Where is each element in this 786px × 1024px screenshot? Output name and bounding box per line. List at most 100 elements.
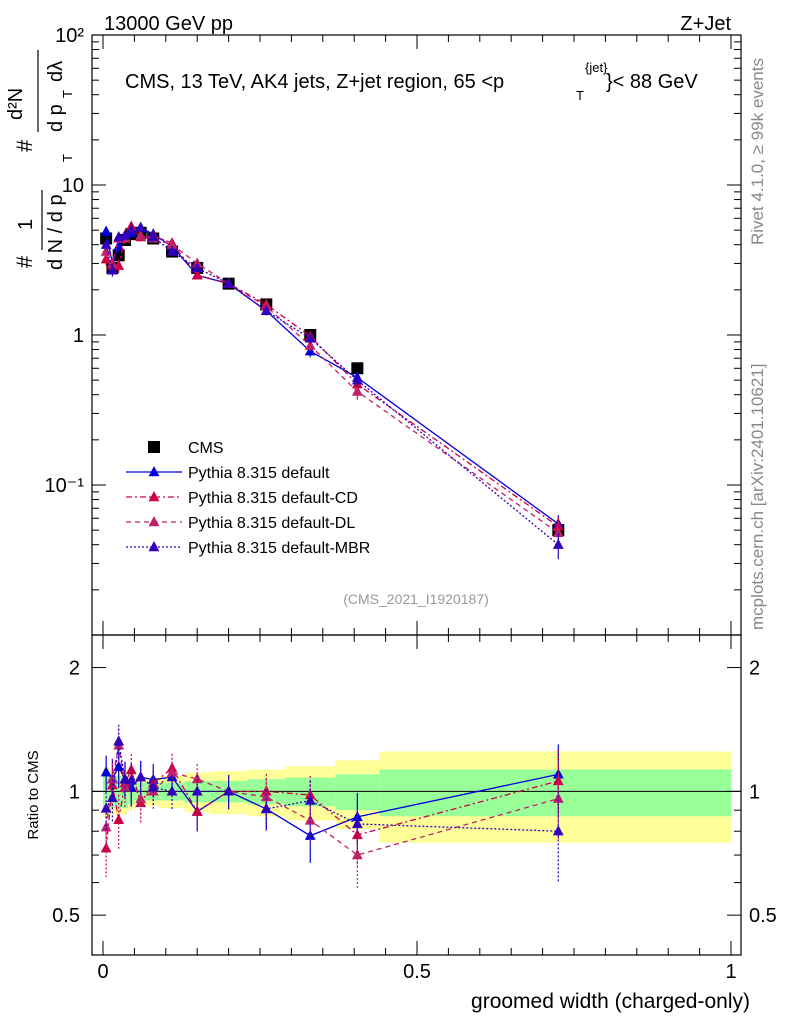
y-axis-label: # 1 d N / d p T # d²N d p T dλ — [5, 50, 75, 270]
svg-text:T: T — [60, 90, 75, 98]
series-marker — [191, 261, 203, 273]
series-marker — [304, 332, 316, 343]
legend-marker — [148, 491, 160, 502]
ratio-marker — [260, 802, 272, 814]
ratio-marker — [100, 802, 112, 813]
ratio-marker — [304, 814, 316, 825]
axis-ticks: 10⁻¹ 1 10 10² 0 0.5 1 0.5 0.5 1 1 2 2 — [45, 25, 777, 983]
svg-text:dλ: dλ — [45, 61, 67, 82]
series-marker — [100, 225, 112, 236]
ratio-marker — [113, 813, 125, 824]
legend-item-1: Pythia 8.315 default — [126, 465, 330, 482]
ratio-marker — [191, 805, 203, 816]
ratio-marker — [135, 771, 147, 782]
series-line — [105, 225, 559, 527]
ratio-marker — [107, 773, 118, 784]
series-marker — [304, 339, 316, 350]
series-marker — [191, 269, 203, 280]
ratio-marker — [223, 785, 234, 796]
ratio-marker — [304, 794, 316, 805]
title-subscript: T — [576, 88, 584, 103]
ratio-y-label: Ratio to CMS — [25, 750, 42, 839]
series-marker — [135, 229, 147, 240]
series-marker — [107, 257, 118, 268]
x-tick-label: 0.5 — [403, 961, 431, 983]
ratio-marker — [125, 774, 137, 785]
ratio-line — [105, 741, 559, 832]
svg-text:d p: d p — [45, 104, 67, 132]
series-line — [105, 229, 559, 534]
title-superscript: {jet} — [585, 60, 608, 75]
svg-text:T: T — [60, 154, 75, 162]
series-marker — [552, 538, 564, 549]
series-marker — [223, 277, 234, 288]
y-tick-label: 1 — [73, 325, 84, 347]
ratio-tick-label-left: 2 — [69, 658, 80, 680]
ratio-marker — [260, 791, 272, 802]
legend-item-4: Pythia 8.315 default-MBR — [126, 540, 370, 557]
series-marker — [119, 229, 131, 240]
ratio-marker — [100, 766, 112, 777]
ratio-line — [105, 767, 559, 849]
ratio-marker — [351, 849, 363, 860]
series-marker — [552, 526, 564, 538]
ratio-marker — [113, 735, 125, 746]
ratio-marker — [351, 828, 363, 840]
legend-label: Pythia 8.315 default — [188, 465, 330, 482]
ratio-marker — [135, 792, 147, 804]
x-tick-label: 1 — [725, 961, 736, 983]
series-marker — [135, 221, 147, 232]
series-marker — [147, 231, 159, 242]
y-tick-label: 10⁻¹ — [45, 475, 85, 497]
legend-marker — [148, 466, 160, 477]
series-4 — [100, 221, 564, 560]
svg-text:d²N: d²N — [5, 88, 27, 120]
legend: CMS Pythia 8.315 default Pythia 8.315 defa… — [126, 440, 370, 557]
ratio-tick-label-left: 0.5 — [52, 905, 80, 927]
svg-text:d N / d p: d N / d p — [45, 194, 67, 270]
title-end: }< 88 GeV — [606, 71, 698, 93]
ratio-marker — [119, 773, 131, 784]
rivet-label: Rivet 4.1.0, ≥ 99k events — [748, 58, 767, 245]
legend-item-0: CMS — [148, 440, 224, 457]
uncertainty-bands — [92, 751, 741, 843]
ratio-marker — [147, 781, 159, 792]
analysis-id: (CMS_2021_I1920187) — [343, 591, 489, 607]
y-tick-label: 10 — [62, 175, 84, 197]
legend-label: Pythia 8.315 default-CD — [188, 490, 358, 507]
legend-marker — [148, 441, 160, 453]
ratio-series-4 — [100, 724, 564, 883]
legend-marker — [148, 541, 160, 552]
legend-marker — [148, 516, 160, 527]
series-1 — [100, 221, 564, 535]
series-layer — [100, 220, 565, 890]
series-line — [105, 226, 559, 525]
ratio-marker — [100, 842, 112, 853]
ratio-line — [105, 745, 559, 856]
ratio-marker — [191, 785, 203, 796]
svg-text:#: # — [12, 255, 37, 268]
ratio-tick-label-left: 1 — [69, 781, 80, 803]
ratio-marker — [166, 766, 178, 777]
series-marker — [100, 238, 112, 249]
legend-item-3: Pythia 8.315 default-DL — [126, 515, 355, 532]
green-band-bin — [103, 774, 110, 811]
series-marker — [100, 253, 112, 264]
ratio-marker — [552, 774, 564, 786]
source-label: mcplots.cern.ch [arXiv:2401.10621] — [748, 364, 767, 630]
legend-label: Pythia 8.315 default-DL — [188, 515, 355, 532]
ratio-marker — [191, 773, 203, 784]
ratio-tick-label-right: 1 — [749, 781, 760, 803]
x-tick-label: 0 — [97, 961, 108, 983]
ratio-tick-label-right: 0.5 — [749, 905, 777, 927]
series-marker — [351, 385, 363, 396]
y-tick-label: 10² — [55, 25, 84, 47]
ratio-marker — [351, 817, 363, 829]
series-marker — [351, 374, 363, 385]
svg-text:#: # — [12, 139, 37, 152]
legend-label: CMS — [188, 440, 224, 457]
ratio-marker — [107, 791, 118, 803]
series-marker — [166, 245, 178, 256]
series-marker — [260, 304, 272, 315]
